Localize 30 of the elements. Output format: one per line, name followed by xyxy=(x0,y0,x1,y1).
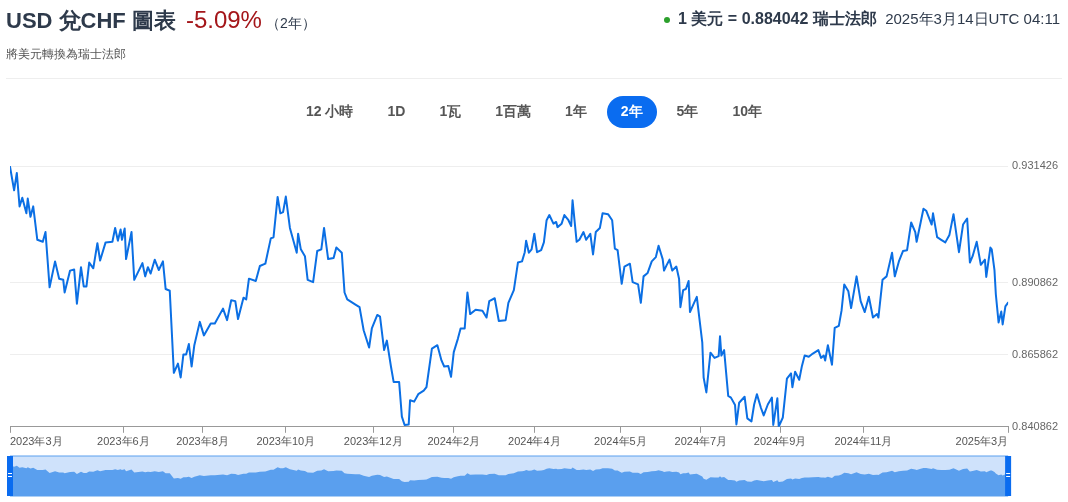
chart-title: USD 兌CHF 圖表 xyxy=(6,8,176,33)
x-tick-label: 2024年5月 xyxy=(594,435,647,448)
text: 1瓦 xyxy=(438,102,463,121)
text: 10年 xyxy=(731,102,763,121)
x-tick-label: 2024年7月 xyxy=(674,435,728,448)
y-tick-label: 0.931426 xyxy=(1012,159,1059,172)
text: 5年 xyxy=(675,102,700,121)
text: （2年） xyxy=(265,15,316,31)
y-tick-label: 0.890862 xyxy=(1012,275,1059,288)
x-tick-label: 2023年10月 xyxy=(256,435,316,448)
text: 1百萬 xyxy=(494,102,532,121)
x-tick-label: 2023年3月 xyxy=(10,435,63,448)
x-tick-label: 2023年12月 xyxy=(343,435,403,448)
y-tick-label: 0.865862 xyxy=(1012,347,1059,360)
x-tick-label: 2025年3月 xyxy=(955,435,1009,448)
x-tick-label: 2023年6月 xyxy=(97,435,150,448)
text: 1 美元 = 0.884042 瑞士法郎 xyxy=(678,10,877,27)
x-tick-label: 2024年2月 xyxy=(427,435,481,448)
x-tick-label: 2024年4月 xyxy=(508,435,561,448)
text: -5.09% xyxy=(185,6,262,33)
text: 2025年3月14日UTC 04:11 xyxy=(885,10,1060,27)
text: 1年 xyxy=(564,102,588,121)
y-tick-label: 0.840862 xyxy=(1012,419,1059,432)
x-tick-label: 2024年9月 xyxy=(753,435,807,448)
text: 1D xyxy=(386,102,407,121)
text: 12 小時 xyxy=(305,102,355,121)
text: 2年 xyxy=(606,96,657,128)
x-tick-label: 2024年11月 xyxy=(834,435,893,448)
chart-subtitle: 將美元轉換為瑞士法郎 xyxy=(6,46,126,63)
x-tick-label: 2023年8月 xyxy=(176,435,229,448)
